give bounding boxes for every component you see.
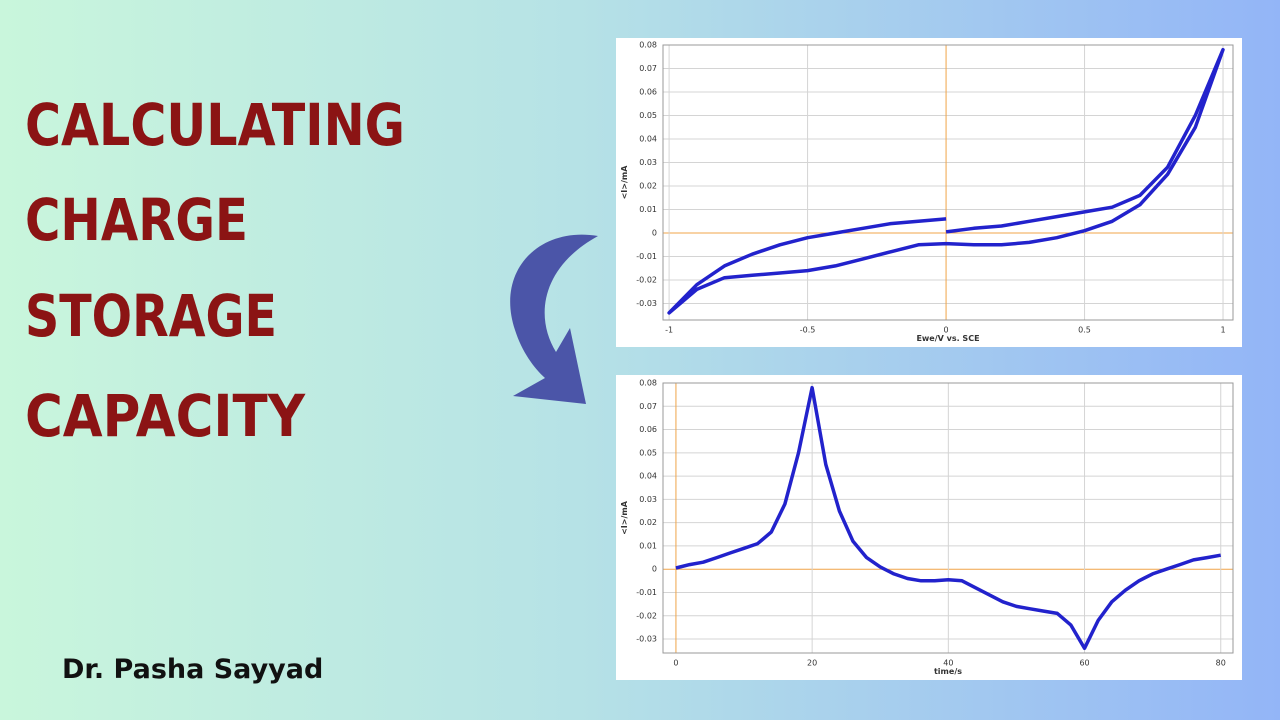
- x-tick-label: -1: [665, 326, 673, 335]
- y-tick-label: 0.05: [639, 111, 657, 120]
- headline: CALCULATING: [25, 91, 405, 159]
- x-axis-label: Ewe/V vs. SCE: [916, 334, 979, 343]
- x-tick-label: 0.5: [1078, 326, 1091, 335]
- chart-panel: [616, 375, 1242, 680]
- y-tick-label: 0.08: [639, 379, 657, 388]
- data-line: [667, 47, 1225, 315]
- y-tick-label: 0.01: [639, 205, 657, 214]
- y-tick-label: 0.07: [639, 64, 657, 73]
- y-tick-label: 0.02: [639, 518, 657, 527]
- y-tick-label: 0.04: [639, 472, 657, 481]
- y-tick-label: 0.03: [639, 158, 657, 167]
- plot-frame: [662, 44, 1234, 321]
- y-tick-label: 0.06: [639, 88, 657, 97]
- y-tick-label: 0.08: [639, 41, 657, 50]
- y-tick-label: -0.01: [636, 588, 657, 597]
- y-axis-label: <I>/mA: [620, 165, 629, 200]
- x-tick-label: 20: [807, 659, 817, 668]
- x-tick-label: 0: [944, 326, 949, 335]
- y-tick-label: -0.03: [636, 299, 657, 308]
- x-tick-label: 80: [1216, 659, 1226, 668]
- data-line: [675, 385, 1222, 651]
- y-tick-label: 0.01: [639, 541, 657, 550]
- y-tick-label: 0.07: [639, 402, 657, 411]
- y-axis-label: <I>/mA: [620, 500, 629, 535]
- headline: STORAGE: [25, 282, 277, 350]
- author: Dr. Pasha Sayyad: [62, 654, 323, 685]
- headline: CAPACITY: [25, 382, 306, 450]
- x-tick-label: -0.5: [800, 326, 816, 335]
- y-tick-label: 0.05: [639, 448, 657, 457]
- y-tick-label: 0.03: [639, 495, 657, 504]
- y-tick-label: 0: [652, 229, 657, 238]
- y-tick-label: 0.06: [639, 425, 657, 434]
- arrow: [510, 234, 598, 404]
- y-tick-label: 0.04: [639, 135, 657, 144]
- headline: CHARGE: [25, 186, 248, 254]
- y-tick-label: -0.02: [636, 276, 657, 285]
- x-tick-label: 40: [943, 659, 953, 668]
- x-tick-label: 1: [1220, 326, 1225, 335]
- y-tick-label: -0.02: [636, 611, 657, 620]
- y-tick-label: -0.03: [636, 635, 657, 644]
- y-tick-label: 0.02: [639, 182, 657, 191]
- x-tick-label: 0: [673, 659, 678, 668]
- y-tick-label: -0.01: [636, 252, 657, 261]
- x-axis-label: time/s: [934, 667, 962, 676]
- chart-panel: [616, 38, 1242, 347]
- plot-frame: [662, 382, 1234, 654]
- y-tick-label: 0: [652, 565, 657, 574]
- x-tick-label: 60: [1079, 659, 1089, 668]
